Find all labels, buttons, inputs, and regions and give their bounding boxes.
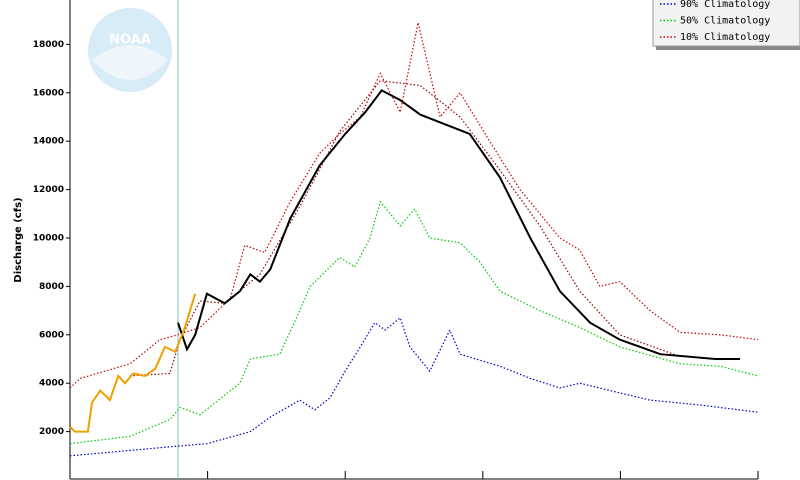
series-line	[69, 316, 759, 457]
legend-box	[652, 0, 800, 47]
y-tick-label: 16000	[33, 88, 64, 98]
y-axis-title: Discharge (cfs)	[13, 197, 24, 282]
y-tick-label: 4000	[39, 379, 64, 389]
y-tick-label: 12000	[33, 185, 64, 195]
series-line	[129, 80, 681, 377]
legend-label: 50% Climatology	[680, 16, 770, 27]
y-tick-label: 20000	[33, 0, 64, 2]
series-line	[69, 22, 759, 389]
legend-label: 10% Climatology	[680, 32, 770, 43]
y-tick-label: 2000	[39, 427, 64, 437]
logo-text: NOAA	[109, 33, 151, 48]
series-line	[177, 89, 741, 360]
legend-label: 90% Climatology	[680, 0, 770, 10]
plot-area: 2000 4000 6000 8000 10000 12000 14000 16000 1800…	[33, 0, 759, 480]
logo-bird	[92, 45, 168, 80]
series-line	[69, 200, 759, 445]
y-tick-label: 6000	[39, 330, 64, 340]
y-tick-label: 10000	[33, 234, 64, 244]
y-tick-label: 8000	[39, 282, 64, 292]
series-line	[69, 293, 197, 433]
legend: 90% Climatology 50% Climatology 10% Climat…	[652, 0, 800, 50]
noaa-logo: NOAA	[88, 8, 172, 92]
y-tick-label: 18000	[33, 40, 64, 50]
y-tick-label: 14000	[33, 137, 64, 147]
